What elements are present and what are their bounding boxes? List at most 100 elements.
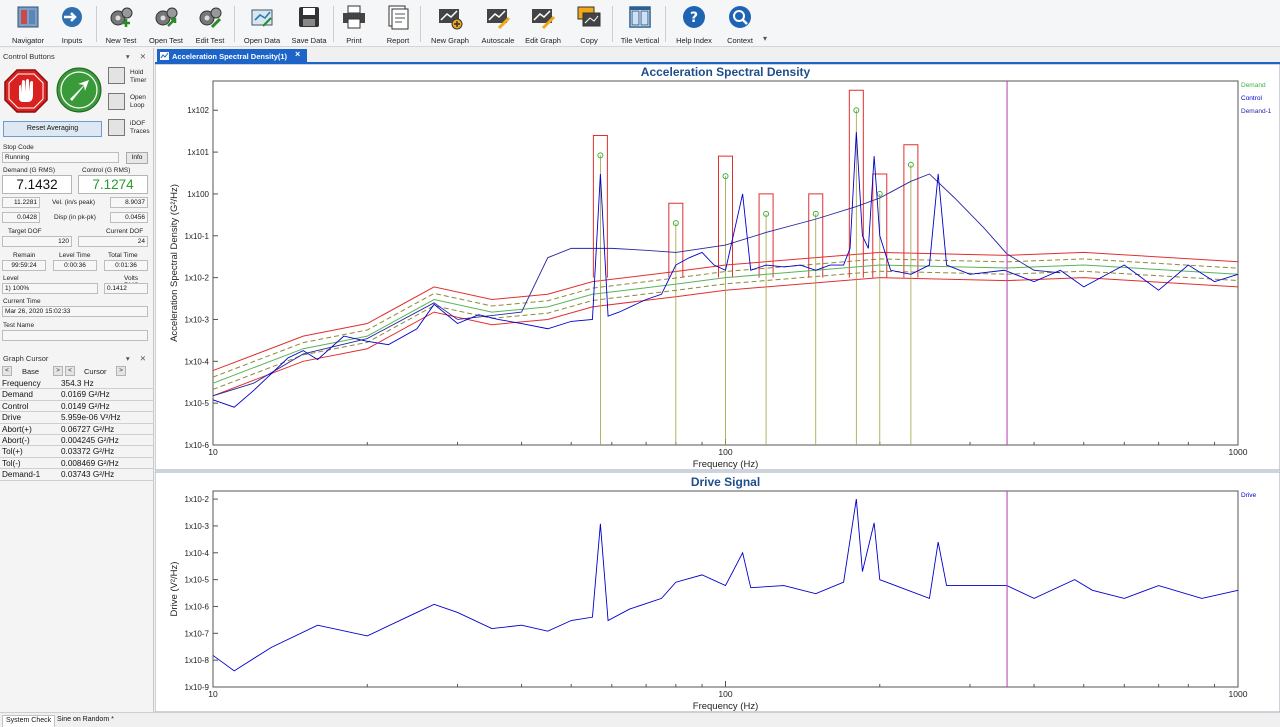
edit-test-button[interactable]: Edit Test [190,2,230,46]
idof-traces-label: iDOF Traces [130,120,150,135]
cursor-prev-button[interactable]: < [65,366,75,376]
stop-button[interactable] [4,69,48,113]
new-test-button[interactable]: New Test [101,2,141,46]
x-tick-label: 100 [718,689,732,699]
cursor-row-name: Tol(+) [2,447,23,457]
start-button[interactable] [56,67,102,113]
toolbar-button-label: Tile Vertical [620,36,660,45]
new-graph-button[interactable]: New Graph [430,2,470,46]
cursor-row-value: 5.959e-06 V²/Hz [61,413,121,423]
open-data-icon [251,9,273,27]
edit-graph-icon [532,9,556,30]
tab-label: Acceleration Spectral Density(1) [172,51,288,61]
inputs-button[interactable]: Inputs [52,2,92,46]
y-tick-label: 1x10-6 [185,602,210,611]
toolbar-separator [333,6,334,42]
open-loop-checkbox[interactable] [108,93,125,110]
hold-timer-checkbox[interactable] [108,67,125,84]
level-time-field: 0:00:36 [53,260,97,271]
tolerance-limit-line [212,270,1239,390]
idof-traces-checkbox[interactable] [108,119,125,136]
level-time-label: Level Time [59,252,91,259]
toolbar-separator [612,6,613,42]
left-sidebar: Control Buttons ▾ ✕ Hold Timer Open Loop… [0,48,154,712]
open-data-button[interactable]: Open Data [242,2,282,46]
panel-window-controls[interactable]: ▾ ✕ [125,52,150,61]
y-tick-label: 1x10-4 [185,549,210,558]
y-axis-label: Drive (V²/Hz) [169,562,180,617]
toolbar-overflow-icon[interactable]: ▾ [763,34,768,43]
tab-underline [155,62,1280,64]
target-dof-field: 120 [2,236,72,247]
remain-label: Remain [13,252,36,259]
sine-tone-demand-point [812,210,819,217]
y-tick-label: 1x10-2 [185,274,210,283]
edit-graph-button[interactable]: Edit Graph [523,2,563,46]
series-control-line [212,132,1239,408]
legend-entry: Demand-1 [1241,108,1272,115]
sine-tone-demand-point [853,107,860,114]
tab-acceleration-spectral-density[interactable]: Acceleration Spectral Density(1) × [157,49,307,63]
cursor-row-name: Abort(-) [2,435,30,445]
context-button[interactable]: Context [720,2,760,46]
report-button[interactable]: Report [378,2,418,46]
x-tick-label: 1000 [1229,689,1248,699]
toolbar-button-label: Save Data [291,36,327,45]
vel-label: Vel. (in/s peak) [52,199,95,206]
cursor-next-button[interactable]: > [116,366,126,376]
print-button[interactable]: Print [334,2,374,46]
control-grms-label: Control (G RMS) [82,167,131,174]
help-index-button[interactable]: ? Help Index [674,2,714,46]
toolbar-button-label: Autoscale [481,36,515,45]
tab-sine-on-random[interactable]: Sine on Random * [57,716,114,723]
panel-title: Graph Cursor [3,354,49,363]
cursor-row-tol: Tol(+) 0.03372 G²/Hz [0,446,154,458]
reset-averaging-button[interactable]: Reset Averaging [3,121,102,137]
tab-system-check[interactable]: System Check [2,715,56,727]
toolbar-button-label: Inputs [61,36,83,45]
target-dof-label: Target DOF [8,228,42,235]
close-tab-icon[interactable]: × [295,49,301,59]
cursor-row-abort: Abort(+) 0.06727 G²/Hz [0,424,154,435]
cursor-row-name: Demand [2,390,33,400]
legend-entry: Control [1241,95,1263,102]
bottom-tab-bar: System Check Sine on Random * [0,712,1280,727]
sine-tone-demand-point [597,152,604,159]
cursor-row-drive: Drive 5.959e-06 V²/Hz [0,412,154,424]
y-tick-label: 1x10-6 [185,441,210,450]
y-tick-label: 1x101 [187,148,209,157]
graph-doc-icon [160,52,169,60]
base-prev-button[interactable]: < [2,366,12,376]
info-button[interactable]: Info [126,152,148,164]
autoscale-button[interactable]: Autoscale [478,2,518,46]
graph-area[interactable]: Acceleration Spectral Density 10 100 1000 1x… [155,64,1280,712]
control-buttons-header: Control Buttons ▾ ✕ [0,51,154,63]
copy-icon [577,6,601,27]
toolbar-button-label: New Graph [431,36,469,45]
y-tick-label: 1x10-8 [185,656,210,665]
disp-label: Disp (in pk-pk) [54,214,96,221]
demand-grms-label: Demand (G RMS) [3,167,56,174]
base-next-button[interactable]: > [53,366,63,376]
y-tick-label: 1x10-4 [185,357,210,366]
tile-vertical-button[interactable]: Tile Vertical [620,2,660,46]
x-tick-label: 10 [208,447,218,457]
disp-demand-field: 0.0428 [2,212,40,223]
sine-tone-abort-box [718,155,733,278]
vel-control-field: 8.9037 [110,197,148,208]
print-icon [343,5,365,29]
cursor-row-value: 0.0149 G²/Hz [61,401,110,411]
open-test-button[interactable]: Open Test [146,2,186,46]
navigator-button[interactable]: Navigator [8,2,48,46]
cursor-row-name: Abort(+) [2,424,32,434]
save-data-button[interactable]: Save Data [289,2,329,46]
cursor-row-name: Drive [2,413,22,423]
toolbar-button-label: Open Data [243,36,281,45]
x-tick-label: 1000 [1229,447,1248,457]
panel-window-controls[interactable]: ▾ ✕ [125,354,150,363]
current-dof-label: Current DOF [106,228,144,235]
y-tick-label: 1x10-5 [185,576,210,585]
copy-button[interactable]: Copy [569,2,609,46]
sine-tone-demand-point [763,210,770,217]
sine-tone-abort-box [808,193,824,278]
